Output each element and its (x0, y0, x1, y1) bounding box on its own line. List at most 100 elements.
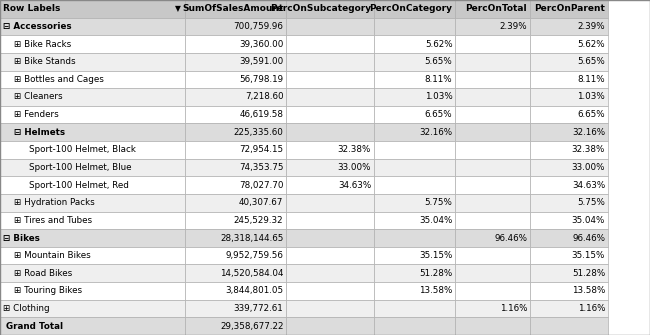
Bar (530, 106, 608, 123)
Bar (374, 229, 455, 247)
Bar (374, 123, 455, 141)
Bar (286, 88, 374, 106)
Bar (286, 53, 374, 71)
Bar (0, 247, 185, 264)
Bar (374, 35, 455, 53)
Bar (0, 317, 185, 335)
Text: ▼: ▼ (176, 4, 181, 13)
Text: 46,619.58: 46,619.58 (239, 110, 283, 119)
Text: ⊞ Road Bikes: ⊞ Road Bikes (14, 269, 73, 278)
Bar (185, 247, 286, 264)
Bar (185, 159, 286, 176)
Text: PercOnCategory: PercOnCategory (369, 4, 452, 13)
Bar (455, 18, 530, 35)
Text: 28,318,144.65: 28,318,144.65 (220, 233, 283, 243)
Bar (530, 194, 608, 212)
Bar (185, 212, 286, 229)
Bar (530, 88, 608, 106)
Text: 2.39%: 2.39% (499, 22, 527, 31)
Text: 2.39%: 2.39% (577, 22, 605, 31)
Bar (455, 176, 530, 194)
Text: PercOnSubcategory: PercOnSubcategory (270, 4, 371, 13)
Bar (374, 212, 455, 229)
Text: ⊟ Accessories: ⊟ Accessories (3, 22, 72, 31)
Bar (0, 282, 185, 300)
Text: 7,218.60: 7,218.60 (245, 92, 283, 102)
Text: ⊞ Tires and Tubes: ⊞ Tires and Tubes (14, 216, 92, 225)
Bar (0, 18, 185, 35)
Bar (185, 264, 286, 282)
Text: 34.63%: 34.63% (572, 181, 605, 190)
Text: SumOfSalesAmount: SumOfSalesAmount (182, 4, 283, 13)
Bar (530, 300, 608, 317)
Bar (374, 0, 455, 18)
Bar (455, 212, 530, 229)
Text: 5.75%: 5.75% (577, 198, 605, 207)
Bar (185, 229, 286, 247)
Bar (286, 71, 374, 88)
Text: 9,952,759.56: 9,952,759.56 (226, 251, 283, 260)
Bar (530, 282, 608, 300)
Bar (185, 18, 286, 35)
Text: 35.04%: 35.04% (572, 216, 605, 225)
Text: 32.16%: 32.16% (419, 128, 452, 137)
Text: 40,307.67: 40,307.67 (239, 198, 283, 207)
Text: 32.16%: 32.16% (572, 128, 605, 137)
Bar (286, 0, 374, 18)
Text: 96.46%: 96.46% (494, 233, 527, 243)
Bar (0, 0, 185, 18)
Text: 74,353.75: 74,353.75 (239, 163, 283, 172)
Text: 32.38%: 32.38% (572, 145, 605, 154)
Text: 5.65%: 5.65% (577, 57, 605, 66)
Bar (286, 317, 374, 335)
Text: 6.65%: 6.65% (577, 110, 605, 119)
Bar (374, 176, 455, 194)
Bar (286, 159, 374, 176)
Text: 51.28%: 51.28% (419, 269, 452, 278)
Text: PercOnTotal: PercOnTotal (465, 4, 527, 13)
Text: Row Labels: Row Labels (3, 4, 60, 13)
Text: 34.63%: 34.63% (338, 181, 371, 190)
Bar (455, 53, 530, 71)
Bar (0, 71, 185, 88)
Bar (455, 123, 530, 141)
Text: 1.16%: 1.16% (578, 304, 605, 313)
Bar (286, 176, 374, 194)
Bar (374, 317, 455, 335)
Bar (374, 141, 455, 159)
Text: ⊞ Touring Bikes: ⊞ Touring Bikes (14, 286, 83, 295)
Bar (0, 141, 185, 159)
Bar (286, 300, 374, 317)
Text: 700,759.96: 700,759.96 (233, 22, 283, 31)
Bar (455, 317, 530, 335)
Bar (455, 194, 530, 212)
Bar (530, 264, 608, 282)
Bar (286, 282, 374, 300)
Bar (286, 247, 374, 264)
Text: 1.03%: 1.03% (577, 92, 605, 102)
Text: ⊞ Bike Racks: ⊞ Bike Racks (14, 40, 72, 49)
Text: Sport-100 Helmet, Black: Sport-100 Helmet, Black (29, 145, 135, 154)
Bar (185, 141, 286, 159)
Text: 33.00%: 33.00% (571, 163, 605, 172)
Bar (530, 18, 608, 35)
Bar (374, 264, 455, 282)
Text: ⊟ Helmets: ⊟ Helmets (14, 128, 66, 137)
Text: 72,954.15: 72,954.15 (239, 145, 283, 154)
Bar (530, 159, 608, 176)
Text: 3,844,801.05: 3,844,801.05 (226, 286, 283, 295)
Text: 39,360.00: 39,360.00 (239, 40, 283, 49)
Text: 5.75%: 5.75% (424, 198, 452, 207)
Text: ⊟ Bikes: ⊟ Bikes (3, 233, 40, 243)
Bar (0, 159, 185, 176)
Bar (0, 264, 185, 282)
Bar (185, 300, 286, 317)
Bar (0, 300, 185, 317)
Bar (530, 176, 608, 194)
Bar (530, 53, 608, 71)
Bar (530, 71, 608, 88)
Text: 35.15%: 35.15% (419, 251, 452, 260)
Bar (0, 35, 185, 53)
Text: ⊞ Fenders: ⊞ Fenders (14, 110, 59, 119)
Bar (455, 229, 530, 247)
